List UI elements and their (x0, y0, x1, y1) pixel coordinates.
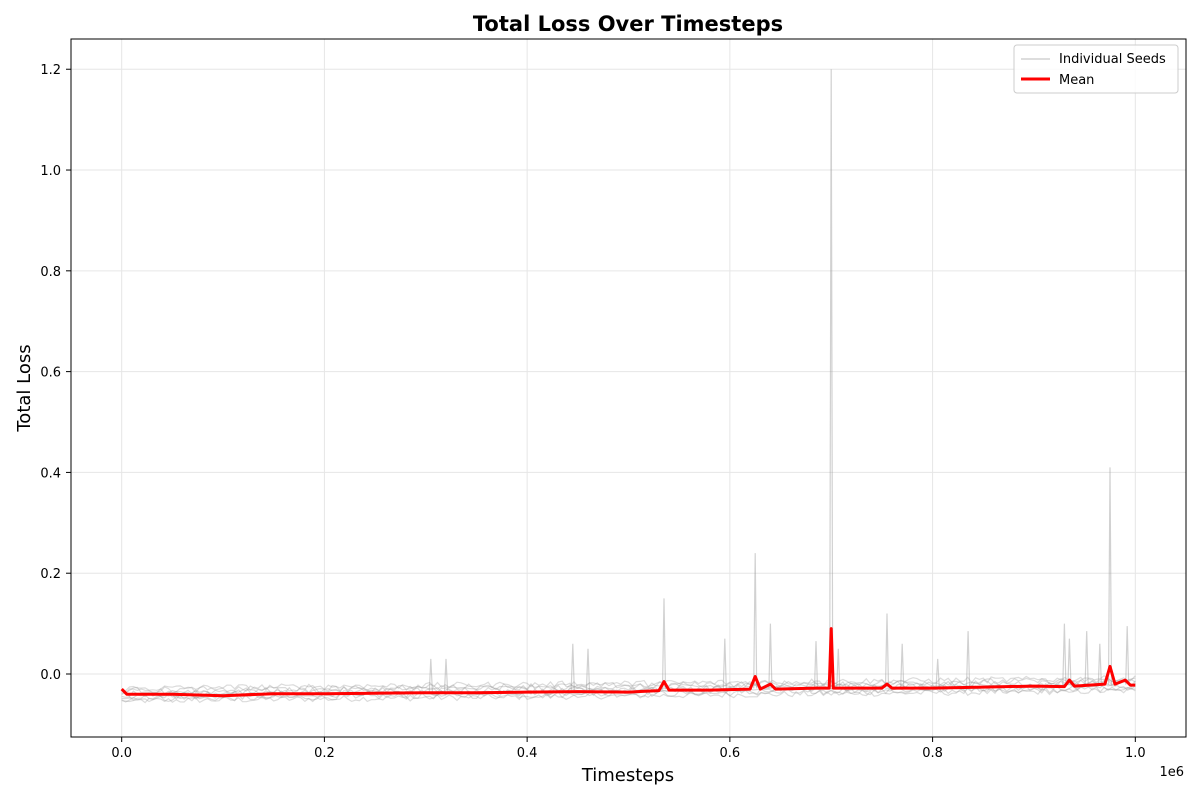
y-tick-label: 0.6 (40, 366, 61, 381)
seed-line (121, 685, 1136, 703)
seed-spike (1062, 623, 1067, 686)
legend-frame (1013, 44, 1179, 94)
plot-background (71, 39, 1186, 737)
y-tick-label: 0.0 (40, 668, 61, 683)
seed-spike (900, 643, 905, 687)
x-tick-label: 0.4 (517, 746, 538, 761)
x-tick-label: 0.0 (111, 746, 132, 761)
seed-spike (768, 623, 773, 689)
y-tick-label: 0.8 (40, 265, 61, 280)
seed-spike (935, 658, 940, 687)
x-tick-label: 0.2 (314, 746, 335, 761)
x-axis-offset: 1e6 (1159, 765, 1184, 780)
seed-line (121, 677, 1136, 694)
chart-title: Total Loss Over Timesteps (473, 12, 783, 36)
seed-spike (884, 613, 890, 688)
seed-spike (585, 648, 591, 691)
seed-spike (1107, 467, 1113, 685)
seed-spike (722, 638, 727, 689)
x-axis-label: Timesteps (581, 765, 674, 786)
seed-line (121, 678, 1136, 695)
seed-spike (428, 658, 433, 692)
y-tick-label: 1.2 (40, 63, 61, 78)
seed-spike (570, 643, 575, 691)
y-axis-label: Total Loss (14, 344, 35, 432)
legend-seeds-label: Individual Seeds (1059, 52, 1166, 67)
seed-spike (443, 658, 449, 692)
mean-line (120, 627, 1136, 698)
y-tick-label: 0.2 (40, 567, 61, 582)
seed-spike (1084, 631, 1089, 686)
seed-spike (836, 648, 841, 688)
seed-spike (1097, 643, 1102, 685)
seed-spike (965, 631, 971, 687)
plot-frame (70, 38, 1187, 738)
seed-spike (661, 598, 667, 690)
seed-spike (753, 553, 758, 689)
x-tick-label: 1.0 (1125, 746, 1146, 761)
seed-line (121, 688, 1136, 704)
legend-mean-label: Mean (1059, 73, 1094, 88)
x-tick-label: 0.6 (720, 746, 741, 761)
seed-spike (1067, 638, 1072, 686)
y-tick-label: 0.4 (40, 466, 61, 481)
y-axis-ticks: 0.0 0.2 0.4 0.6 0.8 1.0 1.2 (40, 63, 71, 683)
mean-series (120, 627, 1136, 698)
y-tick-label: 1.0 (40, 164, 61, 179)
seed-spike (829, 69, 834, 688)
legend: Individual Seeds Mean (1013, 44, 1179, 94)
seed-line (121, 674, 1136, 692)
x-tick-label: 0.8 (922, 746, 943, 761)
seed-spike (1125, 626, 1130, 685)
seed-spike (813, 641, 819, 688)
x-axis-ticks: 0.0 0.2 0.4 0.6 0.8 1.0 (111, 737, 1146, 761)
grid (71, 39, 1186, 737)
